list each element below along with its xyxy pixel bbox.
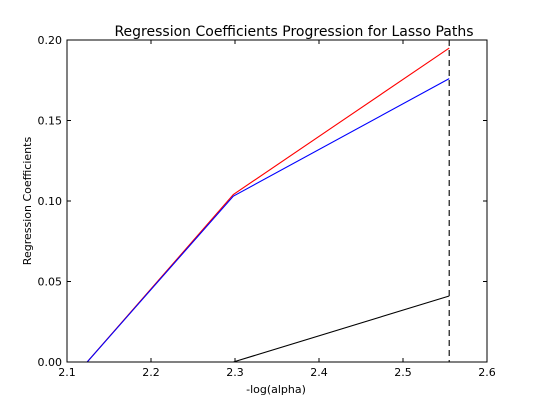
x-tick-label: 2.6 <box>478 366 496 379</box>
series-line-3 <box>87 295 450 363</box>
x-axis-label: -log(alpha) <box>246 383 306 396</box>
y-tick-label: 0.00 <box>38 356 63 369</box>
x-tick-label: 2.4 <box>310 366 328 379</box>
y-tick-label: 0.15 <box>38 115 63 128</box>
x-tick-label: 2.3 <box>226 366 244 379</box>
series-line-2 <box>86 78 450 363</box>
x-tick-label: 2.2 <box>142 366 160 379</box>
y-axis-label: Regression Coefficients <box>21 137 34 266</box>
x-tick-label: 2.5 <box>394 366 412 379</box>
plot-area: 2.1 2.2 2.3 2.4 2.5 2.6 0.00 0.05 0.10 0.15 0.20 <box>38 34 496 379</box>
chart-title: Regression Coefficients Progression for … <box>114 24 473 40</box>
series-line-1 <box>86 47 450 363</box>
y-tick-label: 0.20 <box>38 34 63 47</box>
x-tick-label: 2.1 <box>58 366 76 379</box>
y-tick-label: 0.10 <box>38 195 63 208</box>
y-tick-label: 0.05 <box>38 276 63 289</box>
